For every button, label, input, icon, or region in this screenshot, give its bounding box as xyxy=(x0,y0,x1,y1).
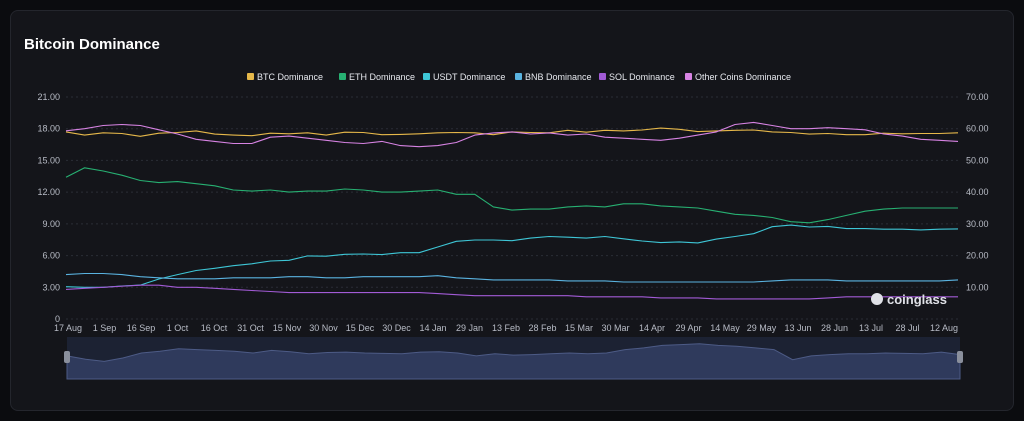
x-tick-label: 28 Jun xyxy=(821,323,848,333)
legend-swatch[interactable] xyxy=(685,73,692,80)
x-tick-label: 15 Mar xyxy=(565,323,593,333)
x-tick-label: 30 Mar xyxy=(601,323,629,333)
legend-swatch[interactable] xyxy=(339,73,346,80)
x-tick-label: 13 Jul xyxy=(859,323,883,333)
legend-label[interactable]: SOL Dominance xyxy=(609,72,675,82)
x-tick-label: 1 Sep xyxy=(93,323,117,333)
x-tick-label: 29 Apr xyxy=(675,323,701,333)
x-tick-label: 13 Jun xyxy=(784,323,811,333)
x-tick-label: 14 Apr xyxy=(639,323,665,333)
series-line xyxy=(65,272,959,283)
y-right-tick-label: 70.00 xyxy=(966,92,989,102)
watermark-text: coinglass xyxy=(887,292,947,307)
y-right-tick-label: 40.00 xyxy=(966,187,989,197)
chart-title: Bitcoin Dominance xyxy=(24,36,160,53)
series-line xyxy=(65,121,959,148)
x-tick-label: 14 May xyxy=(710,323,740,333)
y-left-tick-label: 18.00 xyxy=(37,124,60,134)
navigator-handle-left[interactable] xyxy=(64,351,70,363)
y-right-tick-label: 60.00 xyxy=(966,124,989,134)
x-tick-label: 16 Sep xyxy=(127,323,156,333)
x-tick-label: 12 Aug xyxy=(930,323,958,333)
legend-label[interactable]: USDT Dominance xyxy=(433,72,505,82)
x-tick-label: 14 Jan xyxy=(419,323,446,333)
y-left-tick-label: 3.00 xyxy=(42,282,60,292)
y-left-tick-label: 15.00 xyxy=(37,155,60,165)
x-tick-label: 29 May xyxy=(747,323,777,333)
y-left-tick-label: 9.00 xyxy=(42,219,60,229)
x-tick-label: 28 Feb xyxy=(528,323,556,333)
series-line xyxy=(65,167,958,224)
series-line xyxy=(65,224,959,288)
y-right-tick-label: 20.00 xyxy=(966,251,989,261)
y-left-tick-label: 21.00 xyxy=(37,92,60,102)
x-tick-label: 13 Feb xyxy=(492,323,520,333)
y-left-tick-label: 6.00 xyxy=(42,251,60,261)
legend-label[interactable]: Other Coins Dominance xyxy=(695,72,791,82)
legend-label[interactable]: BTC Dominance xyxy=(257,72,323,82)
legend-swatch[interactable] xyxy=(599,73,606,80)
y-right-tick-label: 50.00 xyxy=(966,155,989,165)
legend-label[interactable]: ETH Dominance xyxy=(349,72,415,82)
legend-swatch[interactable] xyxy=(515,73,522,80)
series-line xyxy=(65,284,958,300)
x-tick-label: 29 Jan xyxy=(456,323,483,333)
x-tick-label: 30 Nov xyxy=(309,323,338,333)
navigator-area xyxy=(66,343,961,380)
legend-swatch[interactable] xyxy=(247,73,254,80)
navigator-handle-right[interactable] xyxy=(957,351,963,363)
y-left-tick-label: 12.00 xyxy=(37,187,60,197)
x-tick-label: 15 Nov xyxy=(273,323,302,333)
x-tick-label: 31 Oct xyxy=(237,323,264,333)
y-left-tick-label: 0 xyxy=(55,314,60,324)
y-right-tick-label: 10.00 xyxy=(966,282,989,292)
x-tick-label: 1 Oct xyxy=(167,323,189,333)
legend-swatch[interactable] xyxy=(423,73,430,80)
x-tick-label: 28 Jul xyxy=(895,323,919,333)
coinglass-logo-icon xyxy=(871,293,883,305)
y-right-tick-label: 30.00 xyxy=(966,219,989,229)
x-tick-label: 15 Dec xyxy=(346,323,375,333)
x-tick-label: 16 Oct xyxy=(201,323,228,333)
x-tick-label: 30 Dec xyxy=(382,323,411,333)
x-tick-label: 17 Aug xyxy=(54,323,82,333)
legend-label[interactable]: BNB Dominance xyxy=(525,72,592,82)
